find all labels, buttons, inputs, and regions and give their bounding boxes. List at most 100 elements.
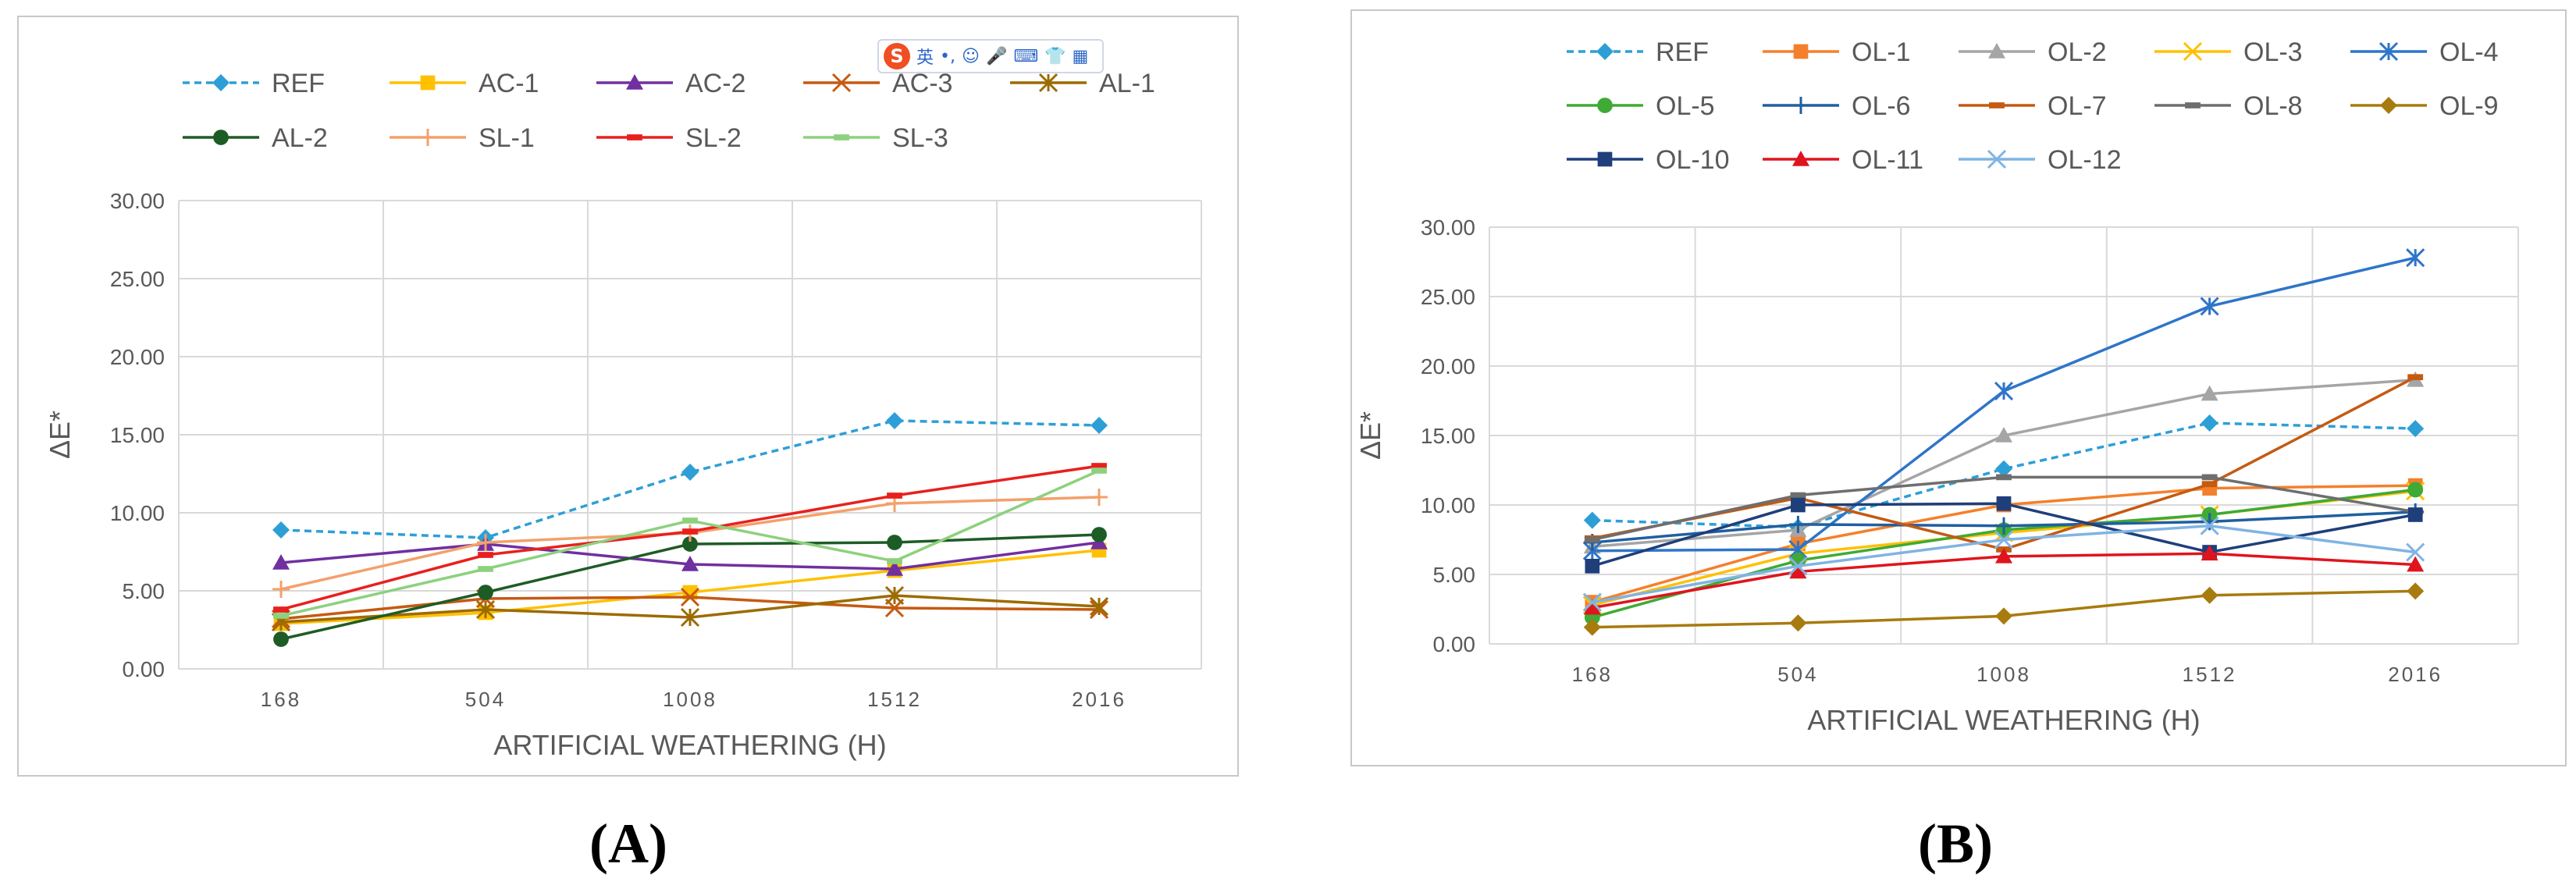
chart-a-y-tick-label: 5.00: [123, 579, 165, 603]
chart-b-y-ticks: 0.00 5.00 10.00 15.00 20.00 25.00 30.00: [1421, 215, 1475, 656]
chart-b-data-point: [1995, 460, 2012, 478]
chart-a-legend-label: AL-2: [272, 123, 328, 153]
chart-b-data-point-shape: [2201, 586, 2218, 604]
chart-b-data-point: [1584, 536, 1600, 543]
ime-punct-button[interactable]: •,: [940, 46, 955, 66]
chart-b-data-point: [1995, 547, 2012, 564]
chart-a-data-point-shape: [887, 535, 902, 550]
chart-a-data-point: [682, 536, 698, 552]
chart-a-data-point: [680, 607, 700, 628]
chart-a-data-point: [1089, 596, 1109, 617]
chart-a-legend-marker: [212, 74, 229, 91]
ime-logo-icon[interactable]: S: [884, 43, 910, 69]
chart-a-legend-marker-shape: [627, 134, 642, 140]
chart-a-data-point: [478, 552, 493, 558]
chart-a-legend-marker: [626, 74, 643, 90]
chart-a-data-point-shape: [681, 556, 699, 571]
chart-b-data-point-shape: [1789, 563, 1807, 579]
chart-b-data-point: [2407, 420, 2425, 438]
chart-b-x-tick-label: 504: [1777, 663, 1818, 686]
chart-b-data-point: [1996, 474, 2012, 481]
chart-b-data-point-shape: [2407, 420, 2425, 438]
chart-a-data-point-shape: [680, 587, 700, 607]
chart-a-legend-marker-shape: [420, 75, 436, 91]
chart-b-legend-label: OL-4: [2439, 37, 2499, 67]
chart-b-legend-item: OL-1: [1763, 37, 1911, 67]
chart-a-data-point: [887, 558, 902, 564]
chart-b-legend-marker-shape: [2379, 41, 2399, 62]
ime-emoji-button[interactable]: ☺: [962, 46, 980, 66]
chart-a-data-point: [887, 492, 902, 499]
chart-b-y-axis-title: ΔE*: [1354, 411, 1386, 460]
ime-lang-button[interactable]: 英: [916, 48, 934, 68]
chart-b-data-point: [1791, 497, 1806, 513]
chart-b-data-point: [2200, 516, 2219, 535]
chart-a-data-point: [680, 587, 700, 607]
chart-a-data-point-shape: [1091, 417, 1108, 434]
chart-b-data-point-shape: [1996, 474, 2012, 481]
chart-a-legend-item: SL-1: [390, 123, 535, 153]
chart-a-data-point: [475, 599, 496, 620]
chart-b-legend-item: OL-10: [1567, 145, 1730, 175]
chart-b-legend-marker: [2185, 102, 2201, 108]
ime-toolbar[interactable]: S 英 •, ☺ 🎤 ⌨ 👕 ▦: [877, 39, 1104, 73]
chart-b-data-point: [1995, 427, 2012, 443]
chart-b-data-point: [2407, 482, 2424, 498]
chart-a-data-point: [884, 585, 905, 606]
chart-a-data-point-shape: [887, 558, 902, 564]
chart-a-y-ticks: 0.00 5.00 10.00 15.00 20.00 25.00 30.00: [110, 189, 165, 681]
chart-a-series-sl-3: [273, 468, 1107, 619]
chart-b-data-point-shape: [2407, 482, 2424, 498]
chart-a-x-tick-label: 1512: [867, 688, 922, 711]
chart-a-data-point-shape: [884, 585, 905, 606]
chart-b-data-point: [2406, 248, 2425, 268]
chart-b-data-point: [1583, 618, 1601, 636]
chart-a-data-point: [887, 535, 902, 550]
chart-b-legend-marker: [1597, 151, 1613, 167]
chart-a-y-tick-label: 10.00: [110, 501, 165, 525]
chart-b-data-point-shape: [1788, 556, 1808, 576]
panel-label-a: (A): [589, 812, 667, 875]
chart-a-data-point-shape: [1091, 463, 1107, 469]
ime-skin-button[interactable]: 👕: [1044, 46, 1066, 66]
chart-a-legend-marker: [420, 75, 436, 91]
chart-b-y-tick-label: 0.00: [1433, 632, 1476, 656]
chart-b-legend-marker: [1987, 149, 2007, 169]
chart-b-data-point-shape: [2201, 481, 2218, 488]
chart-b-legend-marker-shape: [1597, 151, 1613, 167]
chart-a-legend-label: AC-3: [892, 69, 952, 98]
chart-a-data-point-shape: [681, 464, 699, 481]
chart-b-data-point-shape: [1996, 496, 2012, 511]
ime-voice-button[interactable]: 🎤: [985, 46, 1008, 66]
chart-panel-a: 0.00 5.00 10.00 15.00 20.00 25.00 30.00 168 504 1…: [17, 16, 1239, 777]
chart-b-data-point-shape: [2200, 297, 2219, 316]
chart-b-legend-item: OL-3: [2154, 37, 2303, 67]
chart-a-legend-marker-shape: [212, 74, 229, 91]
chart-a-data-point: [1091, 527, 1107, 542]
chart-b-data-point-shape: [1583, 511, 1601, 529]
ime-menu-button[interactable]: ▦: [1072, 46, 1089, 66]
chart-b-legend-label: OL-11: [1852, 145, 1923, 175]
chart-b-legend-marker: [1792, 97, 1809, 114]
chart-a-y-tick-label: 30.00: [110, 189, 165, 213]
chart-b-legend-marker-shape: [1597, 98, 1613, 113]
chart-b-data-point: [2201, 481, 2218, 488]
chart-a-x-tick-label: 168: [261, 688, 301, 711]
chart-a-legend-item: SL-2: [596, 123, 742, 153]
chart-b-y-tick-label: 15.00: [1421, 424, 1475, 448]
chart-a-data-point: [273, 613, 289, 619]
chart-a-data-point-shape: [478, 566, 493, 572]
chart-a-y-tick-label: 25.00: [110, 267, 165, 291]
chart-b-data-point: [2201, 545, 2218, 561]
chart-a-data-point-shape: [272, 521, 290, 539]
chart-a-legend-marker: [213, 130, 229, 145]
chart-b-legend-marker: [2183, 41, 2203, 62]
chart-b-data-point: [2200, 297, 2219, 316]
chart-b-legend-marker-shape: [1792, 97, 1809, 114]
chart-a-y-axis-title: ΔE*: [44, 411, 76, 459]
ime-keyboard-button[interactable]: ⌨: [1013, 46, 1039, 66]
chart-b-x-axis-title: ARTIFICIAL WEATHERING (H): [1807, 704, 2200, 736]
chart-b-x-ticks: 168 504 1008 1512 2016: [1572, 663, 2441, 686]
chart-b-data-point-shape: [1789, 515, 1807, 533]
